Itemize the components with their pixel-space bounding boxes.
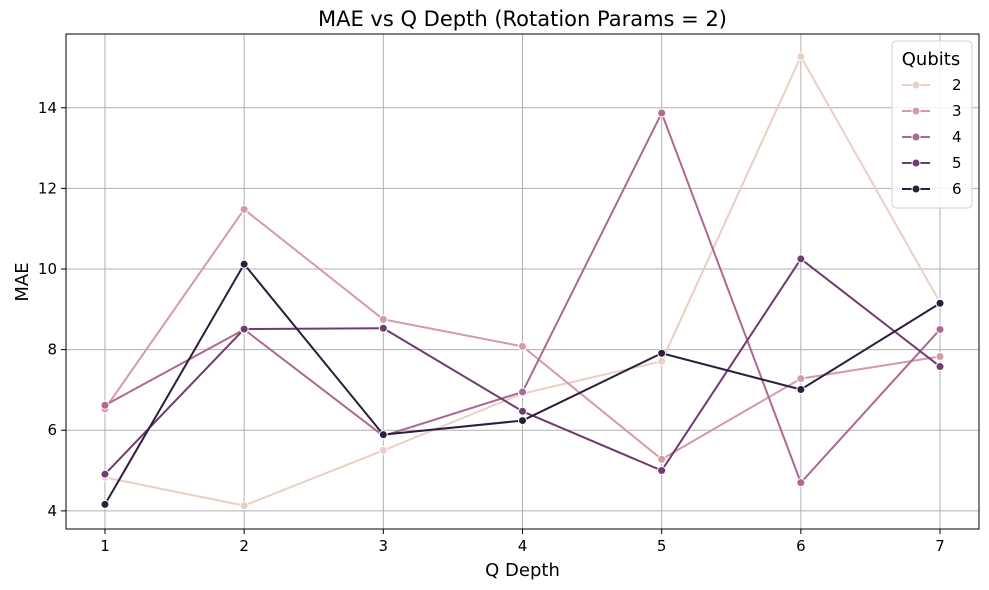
x-tick-label: 7 xyxy=(935,537,945,555)
grid xyxy=(66,34,979,529)
y-tick-label: 6 xyxy=(47,421,57,439)
data-point-qubits-6 xyxy=(378,430,388,440)
legend-marker-qubits-4 xyxy=(911,132,921,142)
data-point-qubits-4 xyxy=(100,400,110,410)
legend: Qubits 2 3 4 5 6 xyxy=(891,40,973,209)
data-point-qubits-6 xyxy=(100,499,110,509)
legend-label-qubits-2: 2 xyxy=(952,76,962,94)
data-point-qubits-4 xyxy=(518,387,527,397)
data-point-qubits-6 xyxy=(796,385,806,395)
data-point-qubits-3 xyxy=(518,341,527,351)
y-tick-label: 10 xyxy=(38,260,57,278)
y-axis-ticks: 4 6 8 10 12 14 xyxy=(38,99,66,520)
data-point-qubits-5 xyxy=(100,469,110,479)
x-tick-label: 1 xyxy=(100,537,110,555)
legend-marker-qubits-2 xyxy=(911,80,921,90)
data-point-qubits-5 xyxy=(657,466,667,476)
data-point-qubits-2 xyxy=(239,501,249,511)
x-tick-label: 6 xyxy=(796,537,806,555)
data-point-qubits-6 xyxy=(657,348,667,358)
data-point-qubits-6 xyxy=(518,416,527,426)
legend-title: Qubits xyxy=(902,49,960,70)
y-tick-label: 12 xyxy=(38,179,57,197)
y-axis-label: MAE xyxy=(12,262,33,301)
data-point-qubits-4 xyxy=(657,108,667,118)
data-point-qubits-3 xyxy=(657,454,667,464)
x-tick-label: 2 xyxy=(239,537,249,555)
data-point-qubits-3 xyxy=(796,374,806,384)
data-point-qubits-5 xyxy=(378,323,388,333)
legend-label-qubits-6: 6 xyxy=(952,180,962,198)
legend-label-qubits-4: 4 xyxy=(952,128,962,146)
x-tick-label: 5 xyxy=(657,537,667,555)
data-point-qubits-5 xyxy=(935,362,945,372)
data-point-qubits-2 xyxy=(796,52,806,62)
legend-items: 2 3 4 5 6 xyxy=(902,76,962,198)
x-axis-ticks: 1 2 3 4 5 6 7 xyxy=(100,529,945,555)
data-point-qubits-3 xyxy=(239,204,249,214)
legend-marker-qubits-5 xyxy=(911,158,921,168)
y-tick-label: 4 xyxy=(47,502,57,520)
legend-label-qubits-3: 3 xyxy=(952,102,962,120)
legend-box xyxy=(891,40,973,209)
x-tick-label: 3 xyxy=(379,537,389,555)
y-tick-label: 14 xyxy=(38,99,57,117)
x-axis-label: Q Depth xyxy=(485,560,560,581)
series-points xyxy=(100,52,945,511)
x-tick-label: 4 xyxy=(518,537,528,555)
chart-title: MAE vs Q Depth (Rotation Params = 2) xyxy=(318,7,727,31)
data-point-qubits-3 xyxy=(935,351,945,361)
data-point-qubits-5 xyxy=(518,406,527,416)
data-point-qubits-2 xyxy=(378,445,388,455)
data-point-qubits-5 xyxy=(239,324,249,334)
y-tick-label: 8 xyxy=(47,341,57,359)
legend-marker-qubits-6 xyxy=(911,184,921,194)
data-point-qubits-4 xyxy=(796,478,806,488)
legend-marker-qubits-3 xyxy=(911,106,921,116)
legend-label-qubits-5: 5 xyxy=(952,154,962,172)
data-point-qubits-5 xyxy=(796,254,806,264)
data-point-qubits-2 xyxy=(657,356,667,366)
data-point-qubits-3 xyxy=(378,314,388,324)
data-point-qubits-6 xyxy=(239,259,249,269)
data-point-qubits-6 xyxy=(935,298,945,308)
data-point-qubits-4 xyxy=(935,324,945,334)
